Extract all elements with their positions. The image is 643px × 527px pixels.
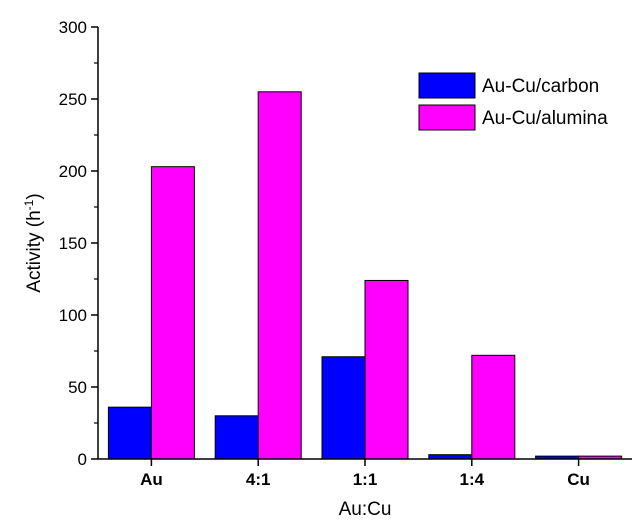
legend: Au-Cu/carbon Au-Cu/alumina bbox=[419, 73, 608, 130]
bars-group bbox=[108, 92, 621, 459]
legend-label-carbon: Au-Cu/carbon bbox=[482, 76, 599, 97]
bar-alumina-0 bbox=[151, 167, 194, 459]
y-axis-title-base: Activity (h bbox=[24, 210, 45, 292]
legend-label-alumina: Au-Cu/alumina bbox=[482, 108, 608, 129]
y-tick-label: 300 bbox=[59, 18, 87, 37]
y-axis-title: Activity (h-1) bbox=[22, 193, 45, 292]
bar-alumina-2 bbox=[365, 280, 408, 459]
bar-carbon-2 bbox=[322, 357, 365, 459]
x-tick-label: Au bbox=[140, 470, 163, 489]
x-axis-title: Au:Cu bbox=[339, 499, 392, 520]
bar-alumina-3 bbox=[472, 355, 515, 459]
legend-swatch-alumina bbox=[419, 105, 475, 130]
x-tick-label: 4:1 bbox=[246, 470, 271, 489]
y-tick-label: 50 bbox=[68, 378, 87, 397]
y-tick-label: 200 bbox=[59, 162, 87, 181]
y-axis-title-close: ) bbox=[24, 193, 45, 199]
bar-carbon-1 bbox=[215, 416, 258, 459]
x-tick-label: 1:1 bbox=[353, 470, 378, 489]
y-tick-label: 250 bbox=[59, 90, 87, 109]
x-tick-label: Cu bbox=[567, 470, 590, 489]
y-tick-label: 0 bbox=[78, 450, 87, 469]
y-tick-label: 100 bbox=[59, 306, 87, 325]
x-tick-label: 1:4 bbox=[460, 470, 485, 489]
x-ticks-group: Au 4:1 1:1 1:4 Cu bbox=[140, 459, 590, 489]
y-ticks-group: 0 50 100 150 200 250 300 bbox=[59, 18, 98, 469]
y-tick-label: 150 bbox=[59, 234, 87, 253]
y-axis-title-sup: -1 bbox=[22, 199, 36, 210]
legend-swatch-carbon bbox=[419, 73, 475, 98]
bar-alumina-1 bbox=[258, 92, 301, 459]
bar-carbon-0 bbox=[108, 407, 151, 459]
